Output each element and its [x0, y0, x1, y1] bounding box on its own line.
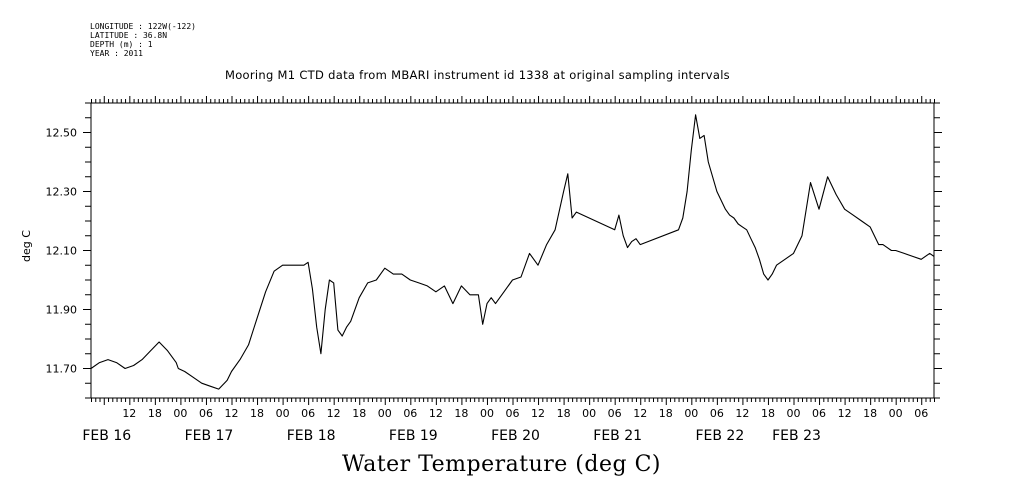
x-date-label: FEB 19 — [389, 428, 438, 444]
x-tick-label: 06 — [301, 407, 315, 420]
depth-text: DEPTH (m) : 1 — [90, 40, 153, 49]
x-tick-label: 00 — [684, 407, 698, 420]
x-tick-label: 12 — [429, 407, 443, 420]
x-tick-label: 18 — [250, 407, 264, 420]
x-tick-label: 12 — [838, 407, 852, 420]
x-date-label: FEB 17 — [185, 428, 234, 444]
x-date-label: FEB 18 — [287, 428, 336, 444]
y-tick-label: 12.30 — [46, 186, 78, 199]
x-date-label: FEB 20 — [491, 428, 540, 444]
x-tick-label: 06 — [914, 407, 928, 420]
chart-title: Mooring M1 CTD data from MBARI instrumen… — [225, 68, 730, 82]
x-tick-label: 18 — [352, 407, 366, 420]
x-date-label: FEB 22 — [695, 428, 744, 444]
x-tick-label: 06 — [710, 407, 724, 420]
x-tick-label: 18 — [659, 407, 673, 420]
x-tick-label: 06 — [199, 407, 213, 420]
x-tick-label: 00 — [173, 407, 187, 420]
x-tick-label: 06 — [812, 407, 826, 420]
x-tick-label: 06 — [608, 407, 622, 420]
x-tick-label: 12 — [531, 407, 545, 420]
plot-frame — [90, 102, 935, 399]
year-text: YEAR : 2011 — [90, 49, 143, 58]
y-tick-label: 12.10 — [46, 245, 78, 258]
x-tick-label: 00 — [480, 407, 494, 420]
x-tick-label: 12 — [122, 407, 136, 420]
metadata-block: LONGITUDE : 122W(-122) LATITUDE : 36.8N … — [90, 22, 196, 58]
x-tick-label: 12 — [327, 407, 341, 420]
x-tick-label: 12 — [735, 407, 749, 420]
temperature-series-line — [90, 114, 935, 390]
y-tick-label: 11.90 — [46, 304, 78, 317]
x-tick-label: 06 — [506, 407, 520, 420]
x-tick-label: 00 — [582, 407, 596, 420]
x-tick-label: 00 — [889, 407, 903, 420]
x-tick-label: 18 — [863, 407, 877, 420]
y-tick-label: 12.50 — [46, 127, 78, 140]
x-tick-label: 18 — [148, 407, 162, 420]
x-date-label: FEB 21 — [593, 428, 642, 444]
longitude-text: LONGITUDE : 122W(-122) — [90, 22, 196, 31]
x-tick-label: 18 — [454, 407, 468, 420]
x-tick-label: 00 — [787, 407, 801, 420]
x-tick-label: 12 — [225, 407, 239, 420]
x-tick-label: 00 — [276, 407, 290, 420]
x-axis-label: Water Temperature (deg C) — [342, 452, 661, 477]
x-tick-label: 00 — [378, 407, 392, 420]
x-tick-label: 06 — [403, 407, 417, 420]
y-tick-label: 11.70 — [46, 363, 78, 376]
latitude-text: LATITUDE : 36.8N — [90, 31, 168, 40]
x-tick-label: 18 — [557, 407, 571, 420]
x-tick-label: 18 — [761, 407, 775, 420]
x-date-label: FEB 23 — [772, 428, 821, 444]
x-tick-label: 12 — [633, 407, 647, 420]
x-date-label: FEB 16 — [82, 428, 131, 444]
